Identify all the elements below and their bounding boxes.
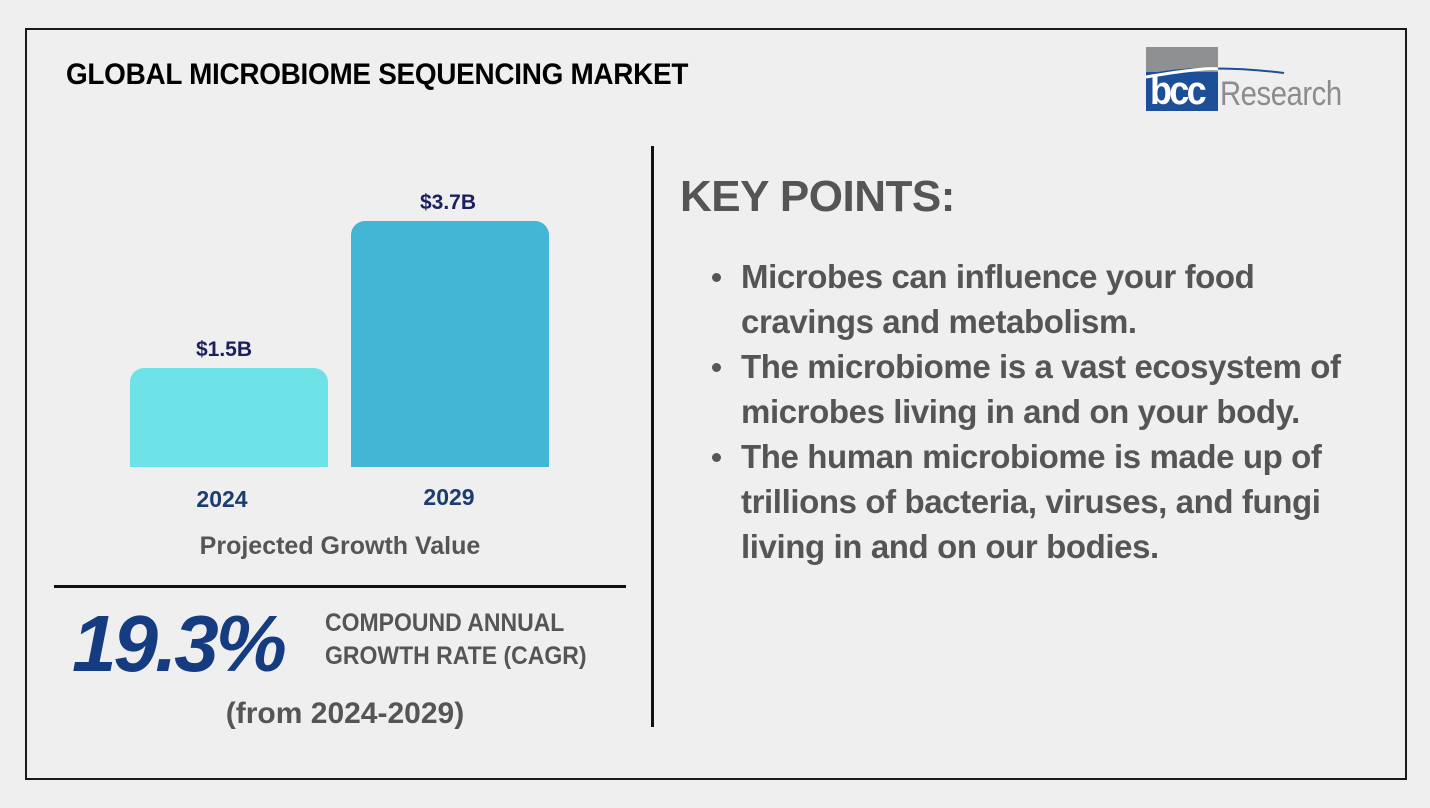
key-point-text: The human microbiome is made up of trill… (741, 438, 1322, 565)
vertical-divider (651, 146, 654, 727)
logo-text: Research (1220, 75, 1342, 113)
key-points-list: Microbes can influence your food craving… (710, 254, 1370, 569)
infographic-frame (25, 28, 1407, 780)
page-title: GLOBAL MICROBIOME SEQUENCING MARKET (66, 58, 689, 91)
cagr-line-2: GROWTH RATE (CAGR) (325, 642, 587, 670)
key-points-title: KEY POINTS: (680, 172, 955, 221)
bar-2029 (351, 221, 549, 467)
key-point-text: The microbiome is a vast ecosystem of mi… (741, 348, 1341, 430)
key-point-text: Microbes can influence your food craving… (741, 258, 1255, 340)
horizontal-divider (54, 585, 626, 588)
cagr-line-1: COMPOUND ANNUAL (325, 609, 565, 637)
year-label-2024: 2024 (196, 486, 248, 512)
cagr-description: COMPOUND ANNUAL GROWTH RATE (CAGR) (325, 607, 586, 673)
chart-caption: Projected Growth Value (199, 532, 481, 560)
bar-2024 (130, 368, 328, 467)
logo-blue-block (1146, 72, 1218, 111)
logo-swoosh-icon (1146, 67, 1285, 79)
bullet-icon (712, 453, 721, 462)
bar-value-label-2029: $3.7B (419, 191, 477, 214)
bar-value-label-2024: $1.5B (195, 338, 253, 361)
key-point-item: The human microbiome is made up of trill… (710, 434, 1370, 569)
cagr-period: (from 2024-2029) (225, 697, 465, 730)
bullet-icon (712, 273, 721, 282)
key-point-item: Microbes can influence your food craving… (710, 254, 1370, 344)
key-point-item: The microbiome is a vast ecosystem of mi… (710, 344, 1370, 434)
bullet-icon (712, 363, 721, 372)
logo-mark: bcc (1150, 69, 1207, 113)
year-label-2029: 2029 (423, 484, 475, 510)
bcc-research-logo: bcc Research (1146, 47, 1356, 117)
cagr-value: 19.3% (72, 599, 287, 688)
